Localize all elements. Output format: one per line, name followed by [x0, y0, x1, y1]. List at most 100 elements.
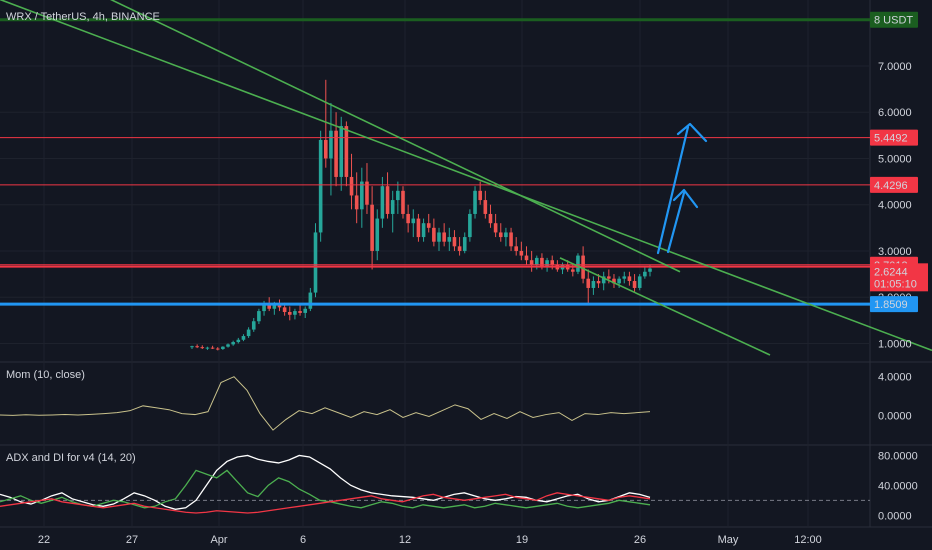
price-axis[interactable]: 2227Apr6121926May12:001.00002.00003.0000…: [38, 11, 928, 546]
momentum-title[interactable]: Mom (10, close): [6, 369, 85, 381]
momentum-tick-label: 4.0000: [878, 372, 912, 384]
x-tick-label: 26: [634, 534, 646, 546]
momentum-tick-label: 0.0000: [878, 411, 912, 423]
candle-body: [200, 347, 205, 349]
candle-body: [241, 336, 246, 340]
candle-body: [360, 181, 364, 210]
candle-body: [411, 218, 416, 224]
level-tag: 4.4296: [874, 180, 908, 192]
candle-body: [452, 237, 457, 247]
candle-body: [617, 278, 621, 284]
candle-body: [632, 281, 637, 288]
candle-body: [493, 223, 498, 233]
projection-arrow-head: [672, 188, 699, 209]
candle-body: [231, 342, 235, 345]
candle-body: [426, 223, 431, 228]
candle-body: [504, 232, 508, 238]
x-tick-label: 12:00: [794, 534, 822, 546]
candle-body: [571, 269, 575, 272]
candle-body: [457, 246, 462, 251]
candle-body: [622, 276, 627, 279]
candle-body: [442, 232, 446, 242]
x-tick-label: Apr: [210, 534, 227, 546]
candle-body: [643, 271, 647, 277]
candle-body: [215, 348, 220, 350]
candle-body: [509, 232, 513, 247]
level-tag-bg: [870, 296, 918, 313]
level-tag: 5.4492: [874, 133, 908, 145]
candle-body: [432, 227, 436, 242]
candle-body: [421, 223, 426, 238]
candle-body: [612, 278, 616, 284]
trendline: [109, 0, 681, 273]
candle-body: [586, 278, 591, 288]
price-tick-label: 5.0000: [878, 153, 912, 165]
adx-tick-label: 80.0000: [878, 450, 918, 462]
candle-body: [601, 276, 606, 284]
projection-arrow: [666, 191, 686, 254]
candle-body: [190, 346, 194, 348]
candle-body: [313, 232, 318, 293]
candle-body: [524, 255, 529, 261]
price-tick-label: 7.0000: [878, 61, 912, 73]
level-tag-bg: [870, 129, 918, 146]
candle-body: [473, 190, 477, 214]
candle-body: [375, 218, 380, 251]
candle-body: [236, 339, 241, 343]
symbol-title[interactable]: WRX / TetherUS, 4h, BINANCE: [6, 11, 160, 23]
x-tick-label: 12: [399, 534, 411, 546]
candle-body: [323, 139, 328, 159]
candle-body: [390, 200, 395, 214]
candle-body: [308, 292, 313, 309]
price-pane[interactable]: [0, 0, 932, 356]
candle-body: [540, 257, 544, 268]
candle-body: [416, 218, 421, 238]
candle-body: [447, 237, 452, 242]
level-tag: 1.8509: [874, 299, 908, 311]
price-tick-label: 4.0000: [878, 200, 912, 212]
candle-body: [298, 311, 302, 313]
candle-body: [267, 304, 271, 309]
candle-body: [354, 195, 359, 210]
candle-body: [534, 257, 539, 265]
last-price-tag: 2.6244: [874, 266, 908, 278]
candle-body: [648, 268, 652, 272]
candle-body: [627, 276, 632, 282]
candle-body: [478, 190, 482, 201]
candle-body: [272, 305, 277, 309]
projection-arrow-head: [676, 122, 708, 143]
candle-body: [210, 347, 215, 349]
candle-body: [370, 204, 374, 251]
candle-body: [385, 186, 390, 214]
projection-arrow: [656, 125, 690, 255]
last-price-tag-bg: [870, 263, 928, 292]
candle-body: [380, 186, 385, 219]
level-tag-bg: [870, 176, 918, 193]
candle-body: [498, 232, 503, 238]
candle-body: [462, 237, 467, 251]
candle-body: [529, 260, 534, 265]
candle-body: [246, 329, 251, 337]
candle-body: [607, 276, 611, 279]
grid: [0, 0, 932, 528]
candle-body: [365, 181, 369, 205]
candle-body: [468, 213, 472, 238]
candle-body: [514, 246, 519, 251]
candle-body: [277, 305, 282, 308]
candle-body: [339, 126, 344, 177]
price-tick-label: 6.0000: [878, 107, 912, 119]
candle-body: [519, 250, 524, 256]
adx-series-line: [0, 454, 651, 510]
momentum-pane[interactable]: [0, 376, 651, 431]
candle-body: [344, 126, 349, 177]
trendline: [559, 257, 771, 356]
x-tick-label: 19: [516, 534, 528, 546]
candle-body: [591, 281, 596, 288]
adx-tick-label: 0.0000: [878, 510, 912, 522]
candle-body: [251, 321, 256, 330]
adx-title[interactable]: ADX and DI for v4 (14, 20): [6, 452, 136, 464]
x-tick-label: May: [718, 534, 739, 546]
x-tick-label: 6: [300, 534, 306, 546]
adx-pane[interactable]: [0, 454, 870, 514]
